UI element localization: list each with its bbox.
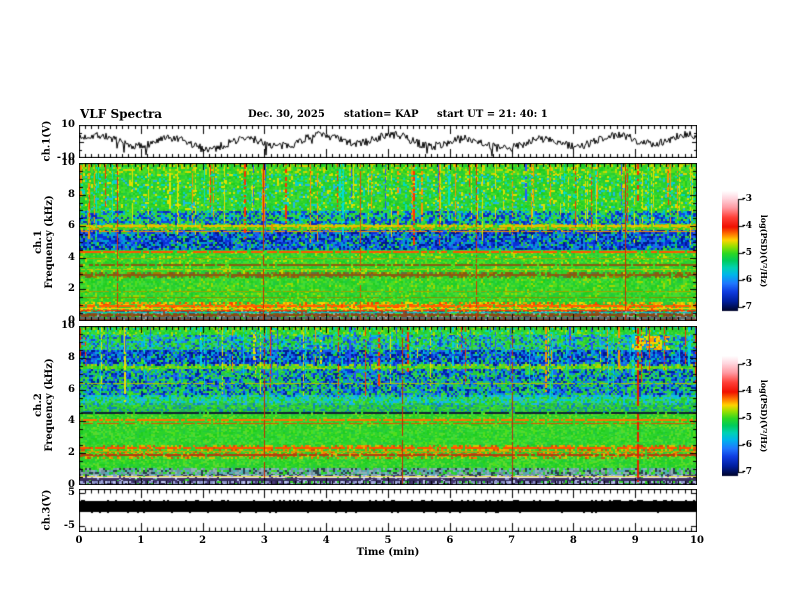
colorbar-tick-label: -7 — [742, 302, 752, 312]
x-tick-label: 4 — [322, 535, 330, 546]
x-tick-label: 3 — [260, 535, 268, 546]
frequency-tick-label: 4 — [68, 415, 75, 427]
figure-title: VLF Spectra — [80, 107, 163, 121]
colorbar-tick-label: -3 — [742, 359, 752, 369]
ch2-spectrogram-panel — [79, 326, 697, 485]
frequency-tick-label: 0 — [68, 315, 75, 326]
x-tick-label: 2 — [199, 535, 207, 546]
x-tick-label: 8 — [569, 535, 577, 546]
spec1-y-axis-label: ch.1 Frequency (kHz) — [33, 195, 55, 288]
ch1-voltage-tick-label: -10 — [56, 152, 75, 163]
colorbar-tick-label: -5 — [742, 413, 752, 423]
colorbar-tick-label: -4 — [742, 386, 752, 396]
ch3-voltage-tick-label: 5 — [68, 487, 75, 498]
ch3-voltage-tick-label: -5 — [63, 520, 75, 531]
frequency-tick-label: 10 — [61, 157, 75, 168]
spec2-y-axis-label: ch.2 Frequency (kHz) — [33, 358, 55, 451]
colorbar-ch1 — [722, 191, 748, 315]
x-tick-label: 10 — [690, 535, 704, 546]
spec1-ylabel-line1: ch.1 — [33, 230, 44, 254]
frequency-tick-label: 2 — [68, 447, 75, 459]
frequency-tick-label: 0 — [68, 479, 75, 490]
colorbar-ch2 — [722, 356, 748, 480]
spec2-ylabel-line1: ch.2 — [33, 393, 44, 417]
ch1-voltage-tick-label: 10 — [61, 119, 75, 130]
time-axis-label: Time (min) — [356, 547, 420, 558]
x-tick-label: 1 — [137, 535, 145, 546]
x-tick-label: 9 — [631, 535, 639, 546]
frequency-tick-label: 10 — [61, 320, 75, 331]
spec2-ylabel-line2: Frequency (kHz) — [44, 358, 55, 452]
colorbar-tick-label: -6 — [742, 275, 752, 285]
ch1-spectrogram-panel — [79, 163, 697, 321]
x-tick-label: 5 — [384, 535, 392, 546]
figure-date: Dec. 30, 2025 — [248, 109, 325, 120]
figure-station: station= KAP — [344, 109, 419, 120]
frequency-tick-label: 8 — [68, 188, 75, 200]
colorbar-tick-label: -4 — [742, 221, 752, 231]
colorbar-tick-label: -3 — [742, 194, 752, 204]
ch1-waveform-panel — [79, 125, 697, 158]
colorbar-tick-label: -6 — [742, 440, 752, 450]
frequency-tick-label: 4 — [68, 251, 75, 263]
spec1-ylabel-line2: Frequency (kHz) — [44, 195, 55, 289]
colorbar-tick-label: -5 — [742, 248, 752, 258]
frequency-tick-label: 8 — [68, 351, 75, 363]
x-tick-label: 0 — [75, 535, 83, 546]
frequency-tick-label: 2 — [68, 283, 75, 295]
frequency-tick-label: 6 — [68, 220, 75, 232]
colorbar-tick-label: -7 — [742, 467, 752, 477]
figure-start-ut: start UT = 21: 40: 1 — [437, 109, 548, 120]
frequency-tick-label: 6 — [68, 383, 75, 395]
x-tick-label: 7 — [508, 535, 516, 546]
x-tick-label: 6 — [446, 535, 454, 546]
ch3-waveform-panel — [79, 489, 697, 532]
